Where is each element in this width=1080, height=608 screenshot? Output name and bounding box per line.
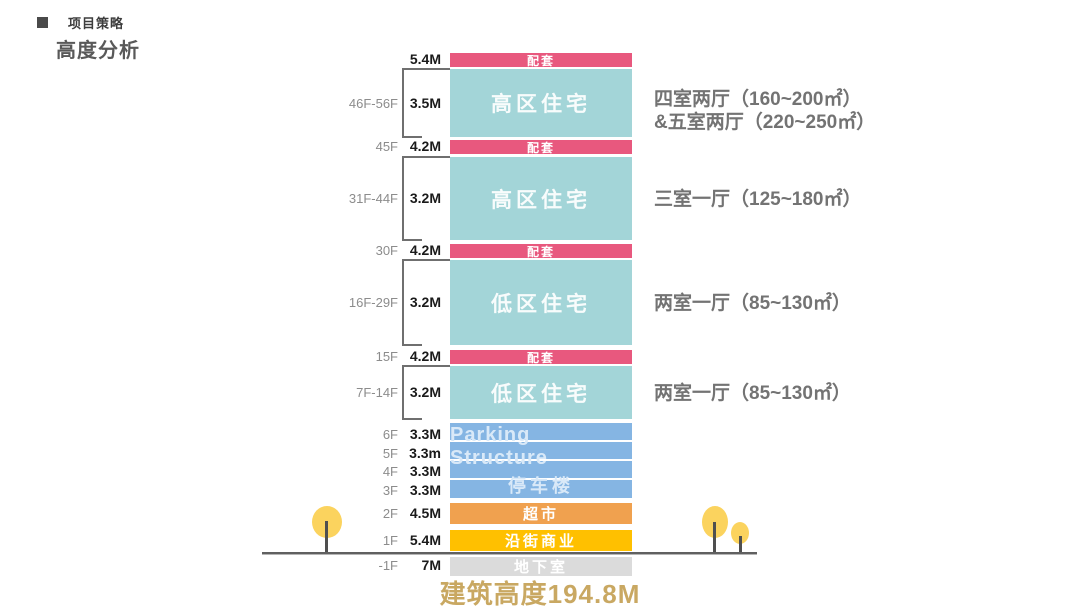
unit-type-annotation: 四室两厅（160~200㎡） &五室两厅（220~250㎡） <box>654 88 875 134</box>
amenity-bar-label: 配套 <box>526 350 555 365</box>
floor-number: 30F <box>375 243 398 258</box>
height-value: 3.3M <box>409 482 441 498</box>
tree-trunk <box>713 522 716 552</box>
height-value: 4.5M <box>409 505 441 521</box>
residential-block-label: 高区住宅 <box>491 93 591 116</box>
floor-number: 4F <box>382 464 398 479</box>
measure-bracket <box>402 365 450 420</box>
unit-type-annotation: 两室一厅（85~130㎡） <box>654 292 851 315</box>
basement-block: 地下室 <box>450 557 632 576</box>
street-retail-block: 沿街商业 <box>450 530 632 551</box>
residential-block: 低区住宅 <box>450 260 632 345</box>
annotation-line: &五室两厅（220~250㎡） <box>654 112 876 133</box>
amenity-bar-label: 配套 <box>526 53 555 68</box>
height-value: 3.2M <box>409 294 441 310</box>
street-retail-label: 沿街商业 <box>504 533 577 550</box>
unit-type-annotation: 两室一厅（85~130㎡） <box>654 382 851 405</box>
amenity-bar: 配套 <box>450 244 632 259</box>
floor-number: 6F <box>382 427 398 442</box>
floor-number: -1F <box>378 558 399 573</box>
residential-block: 低区住宅 <box>450 366 632 419</box>
tree-trunk <box>325 521 328 552</box>
basement-label: 地下室 <box>513 559 568 576</box>
unit-type-annotation: 三室一厅（125~180㎡） <box>654 188 862 211</box>
tree-icon <box>731 522 749 544</box>
annotation-line: 两室一厅（85~130㎡） <box>654 293 851 314</box>
height-value: 3.2M <box>409 384 441 400</box>
parking-level-divider <box>450 459 632 461</box>
floor-number: 1F <box>382 533 398 548</box>
floor-number: 3F <box>382 483 398 498</box>
measure-bracket <box>402 156 450 241</box>
height-value: 5.4M <box>409 532 441 548</box>
height-value: 5.4M <box>409 51 441 67</box>
height-value: 4.2M <box>409 348 441 364</box>
total-building-height: 建筑高度194.8M <box>439 579 641 608</box>
parking-label-en: Parking Structure <box>450 423 548 469</box>
height-value: 3.3m <box>409 445 441 461</box>
parking-block: Parking Structure 停车楼 <box>450 423 632 498</box>
residential-block-label: 低区住宅 <box>491 292 591 316</box>
height-value: 3.2M <box>409 190 441 206</box>
annotation-line: 两室一厅（85~130㎡） <box>654 383 851 404</box>
residential-block-label: 低区住宅 <box>491 382 591 406</box>
amenity-bar: 配套 <box>450 53 632 68</box>
floor-number: 15F <box>375 349 398 364</box>
parking-block-label: Parking Structure 停车楼 <box>450 423 632 498</box>
section-bullet-icon <box>37 17 48 28</box>
section-label: 项目策略 <box>68 16 125 31</box>
residential-block-label: 高区住宅 <box>491 188 591 212</box>
annotation-line: 三室一厅（125~180㎡） <box>654 189 862 210</box>
parking-level-divider <box>450 478 632 480</box>
residential-block: 高区住宅 <box>450 69 632 137</box>
residential-block: 高区住宅 <box>450 157 632 240</box>
amenity-bar-label: 配套 <box>526 244 555 259</box>
measure-bracket <box>402 259 450 346</box>
floor-number: 45F <box>375 139 398 154</box>
ground-line <box>262 552 757 555</box>
tree-trunk <box>739 536 742 552</box>
height-value: 4.2M <box>409 242 441 258</box>
amenity-bar: 配套 <box>450 350 632 365</box>
parking-label-zh: 停车楼 <box>508 475 574 496</box>
height-value: 4.2M <box>409 138 441 154</box>
floor-range: 7F-14F <box>356 385 398 400</box>
annotation-line: 四室两厅（160~200㎡） <box>654 89 862 110</box>
supermarket-label: 超市 <box>522 506 559 523</box>
height-value: 3.3M <box>409 463 441 479</box>
amenity-bar: 配套 <box>450 140 632 155</box>
measure-bracket <box>402 68 450 138</box>
parking-level-divider <box>450 440 632 442</box>
page-title: 高度分析 <box>56 40 140 62</box>
floor-range: 16F-29F <box>348 295 398 310</box>
supermarket-block: 超市 <box>450 503 632 524</box>
floor-number: 2F <box>382 506 398 521</box>
height-value: 3.5M <box>409 95 441 111</box>
floor-range: 31F-44F <box>348 191 398 206</box>
amenity-bar-label: 配套 <box>526 140 555 155</box>
floor-range: 46F-56F <box>348 96 398 111</box>
height-value: 3.3M <box>409 426 441 442</box>
height-value: 7M <box>421 557 441 573</box>
floor-number: 5F <box>382 446 398 461</box>
